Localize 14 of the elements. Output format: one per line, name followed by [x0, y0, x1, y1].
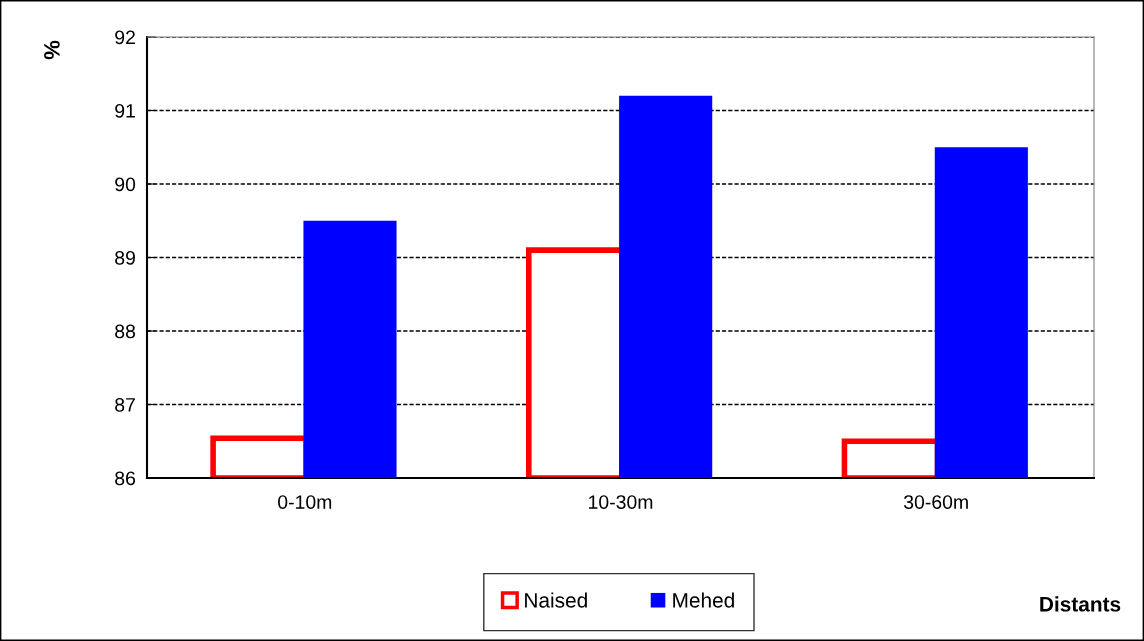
x-tick-label: 10-30m	[589, 495, 653, 509]
legend-label: Naised	[525, 592, 587, 608]
y-tick-label: 92	[115, 30, 135, 45]
y-tick-label: 91	[115, 103, 135, 118]
x-tick-label: 30-60m	[903, 495, 968, 509]
y-tick-label: 88	[115, 324, 136, 339]
x-tick-label: 0-10m	[278, 495, 332, 509]
y-tick-label: 87	[115, 397, 135, 412]
legend-label: Mehed	[673, 592, 734, 608]
y-tick-label: 90	[115, 177, 136, 192]
y-axis-title: %	[44, 40, 60, 60]
y-tick-label: 86	[115, 471, 136, 486]
x-axis-title: Distants	[1040, 596, 1121, 612]
y-tick-label: 89	[115, 250, 135, 265]
